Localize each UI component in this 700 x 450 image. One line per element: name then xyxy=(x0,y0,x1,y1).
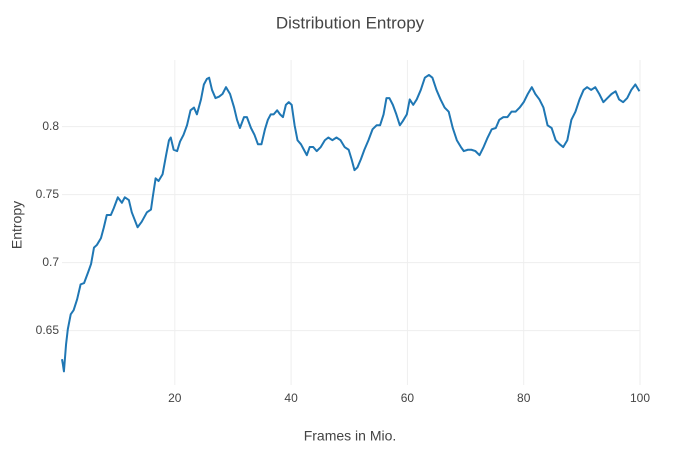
y-tick-label: 0.7 xyxy=(42,255,59,269)
x-tick-label: 80 xyxy=(517,391,531,405)
x-tick-label: 20 xyxy=(168,391,182,405)
chart-title: Distribution Entropy xyxy=(276,13,425,32)
x-tick-label: 40 xyxy=(284,391,298,405)
x-tick-label: 60 xyxy=(401,391,415,405)
y-tick-label: 0.65 xyxy=(36,323,60,337)
data-line xyxy=(61,73,641,373)
y-tick-label: 0.8 xyxy=(42,119,59,133)
y-tick-label: 0.75 xyxy=(36,187,60,201)
x-axis-title: Frames in Mio. xyxy=(304,428,397,444)
y-axis-title: Entropy xyxy=(9,201,25,249)
x-tick-label: 100 xyxy=(630,391,650,405)
